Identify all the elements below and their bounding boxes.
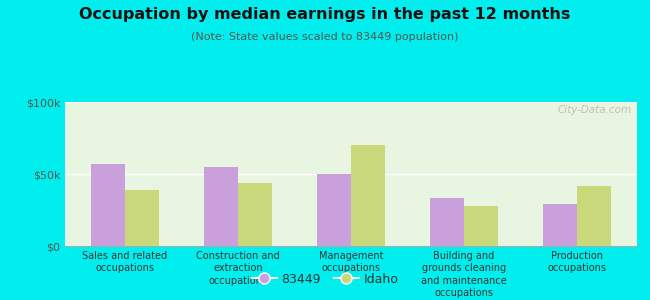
Bar: [238, 183, 272, 246]
Bar: [577, 185, 611, 246]
Text: City-Data.com: City-Data.com: [557, 105, 631, 115]
Text: (Note: State values scaled to 83449 population): (Note: State values scaled to 83449 popu…: [191, 32, 459, 41]
Bar: [125, 190, 159, 246]
Bar: [430, 199, 464, 246]
Text: Occupation by median earnings in the past 12 months: Occupation by median earnings in the pas…: [79, 8, 571, 22]
Bar: [543, 204, 577, 246]
Bar: [464, 206, 498, 246]
Legend: 83449, Idaho: 83449, Idaho: [246, 268, 404, 291]
Bar: [351, 145, 385, 246]
Bar: [91, 164, 125, 246]
Bar: [204, 167, 238, 246]
Bar: [317, 174, 351, 246]
